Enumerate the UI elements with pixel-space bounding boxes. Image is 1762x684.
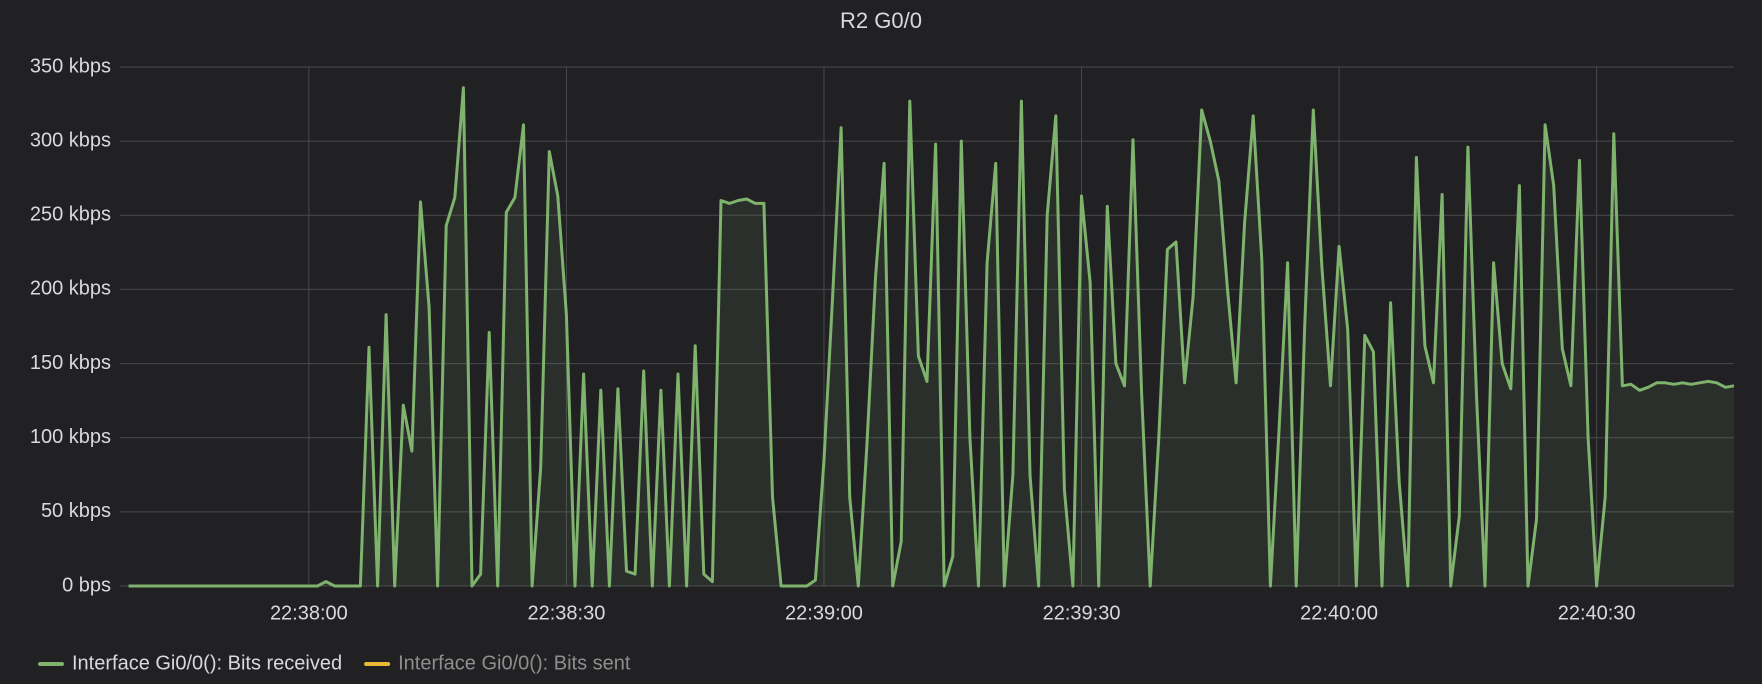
y-tick-label: 350 kbps xyxy=(30,55,111,77)
x-tick-label: 22:39:30 xyxy=(1043,602,1121,624)
y-tick-label: 50 kbps xyxy=(41,500,111,522)
chart-title: R2 G0/0 xyxy=(840,8,922,33)
legend-label[interactable]: Interface Gi0/0(): Bits sent xyxy=(398,652,631,674)
x-tick-label: 22:38:30 xyxy=(527,602,605,624)
line xyxy=(128,86,1735,588)
x-tick-label: 22:39:00 xyxy=(785,602,863,624)
x-tick-label: 22:40:30 xyxy=(1558,602,1636,624)
y-tick-label: 300 kbps xyxy=(30,129,111,151)
y-tick-label: 200 kbps xyxy=(30,278,111,300)
area xyxy=(128,87,1735,587)
y-tick-label: 0 bps xyxy=(62,574,111,596)
legend-label[interactable]: Interface Gi0/0(): Bits received xyxy=(72,652,342,674)
y-tick-label: 100 kbps xyxy=(30,426,111,448)
x-tick-label: 22:38:00 xyxy=(270,602,348,624)
y-tick-label: 250 kbps xyxy=(30,204,111,226)
y-tick-label: 150 kbps xyxy=(30,352,111,374)
x-tick-label: 22:40:00 xyxy=(1300,602,1378,624)
